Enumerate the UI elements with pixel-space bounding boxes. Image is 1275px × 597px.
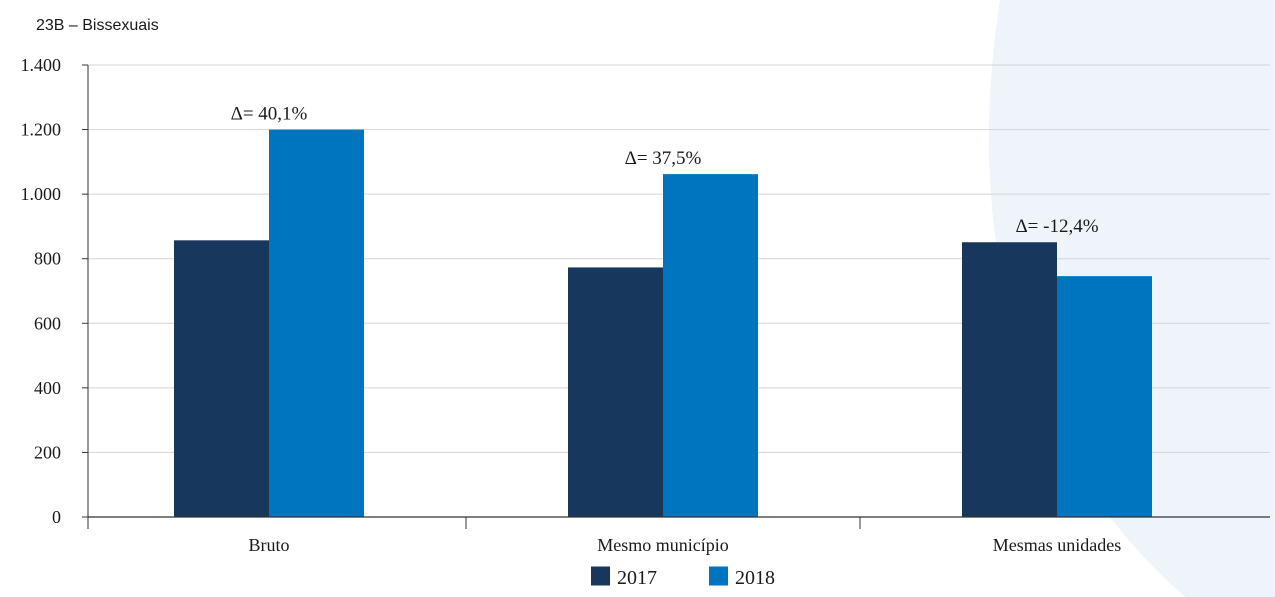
y-tick-label: 1.400: [21, 55, 62, 75]
delta-annotation: Δ= 40,1%: [231, 104, 308, 125]
annotations: Δ= 40,1% Δ= 37,5% Δ= -12,4%: [231, 104, 1099, 238]
axes: [87, 65, 1270, 529]
y-axis-ticks: 0 200 400 600 800 1.000 1.200 1.400: [21, 55, 88, 527]
y-tick-label: 0: [52, 507, 61, 527]
legend: 2017 2018: [591, 566, 775, 589]
category-label: Mesmas unidades: [993, 535, 1121, 555]
legend-label-2018: 2018: [735, 567, 775, 589]
bars: [174, 129, 1152, 518]
bar-2018-1: [269, 129, 364, 518]
category-labels: Bruto Mesmo município Mesmas unidades: [248, 535, 1121, 555]
category-label: Mesmo município: [597, 535, 729, 555]
y-tick-label: 400: [34, 378, 61, 398]
chart-title: 23B – Bissexuais: [36, 17, 159, 34]
legend-swatch-2018: [709, 566, 728, 586]
bar-2017-1: [174, 240, 269, 517]
bar-2018-2: [663, 174, 758, 517]
delta-annotation: Δ= -12,4%: [1015, 216, 1098, 237]
bar-2018-3: [1057, 276, 1152, 517]
category-label: Bruto: [248, 535, 289, 555]
y-tick-label: 1.000: [21, 184, 62, 204]
bar-2017-2: [568, 267, 663, 517]
y-tick-label: 800: [34, 249, 61, 269]
delta-annotation: Δ= 37,5%: [625, 148, 702, 169]
legend-label-2017: 2017: [617, 567, 657, 589]
legend-swatch-2017: [591, 566, 610, 586]
y-tick-label: 200: [34, 442, 61, 462]
bar-2017-3: [962, 242, 1057, 517]
y-tick-label: 600: [34, 313, 61, 333]
y-tick-label: 1.200: [21, 120, 62, 140]
